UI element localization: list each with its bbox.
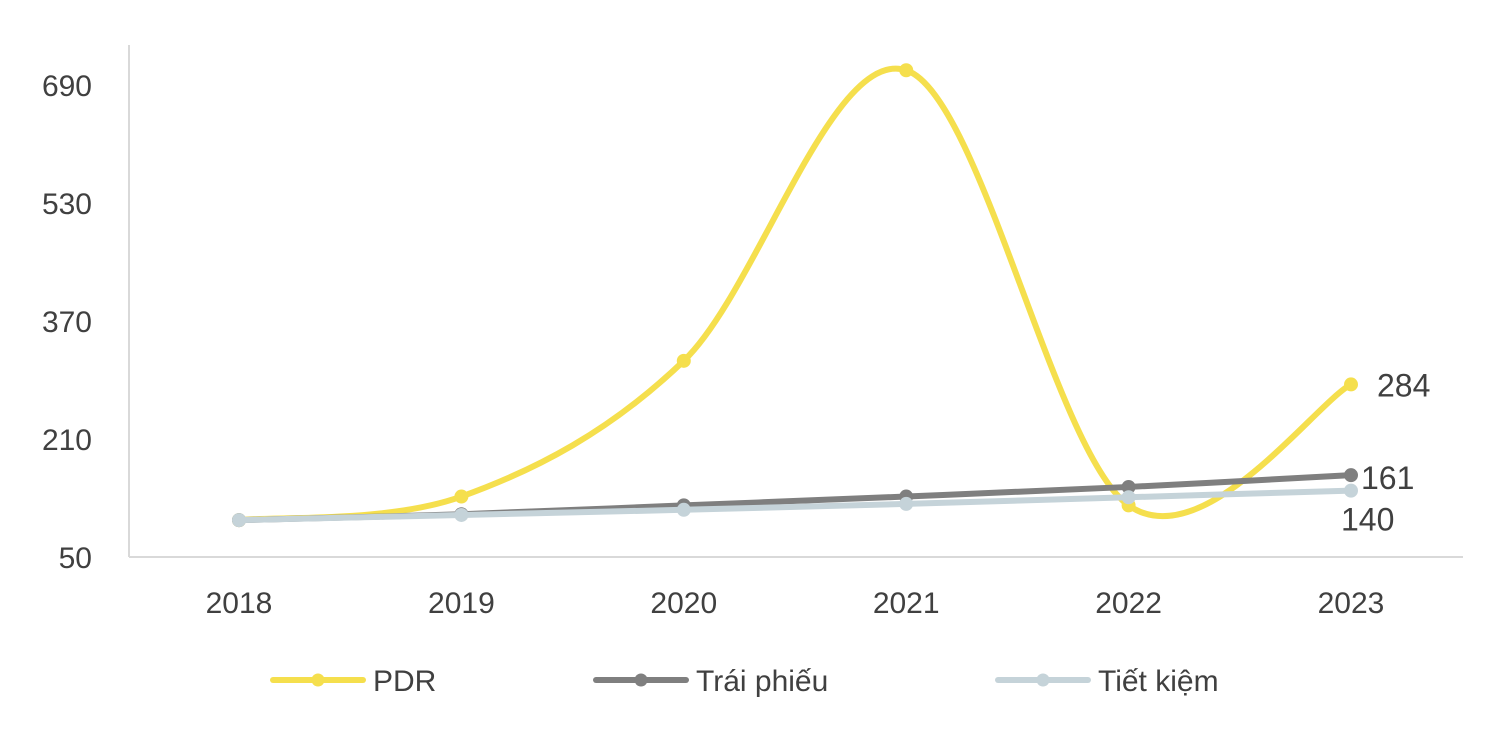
- legend-item: Tiết kiệm: [995, 665, 1219, 698]
- data-point: [232, 513, 246, 528]
- data-point: [899, 63, 914, 78]
- data-point: [1344, 468, 1358, 483]
- data-point: [676, 502, 691, 517]
- data-point: [1344, 483, 1358, 498]
- legend-item: Trái phiếu: [593, 665, 828, 698]
- series-line: [236, 487, 1354, 524]
- data-point: [676, 353, 691, 368]
- data-point: [454, 489, 469, 504]
- y-tick-label: 210: [42, 424, 92, 457]
- data-point: [899, 496, 914, 511]
- legend-swatch-marker: [1036, 673, 1050, 687]
- x-tick-label: 2023: [1318, 587, 1385, 620]
- data-labels: 284 161 140: [1341, 367, 1430, 537]
- legend: PDR Trái phiếu Tiết kiệm: [270, 665, 1219, 698]
- x-tick-label: 2018: [206, 587, 273, 620]
- series-layer: [232, 63, 1358, 528]
- legend-label: PDR: [373, 665, 436, 698]
- x-tick-label: 2019: [428, 587, 495, 620]
- y-tick-label: 370: [42, 306, 92, 339]
- data-point: [1121, 490, 1136, 505]
- data-label: 140: [1341, 502, 1394, 538]
- legend-swatch-marker: [311, 673, 325, 687]
- data-point: [1344, 377, 1358, 392]
- axes: 50 210 370 530 690 2018 2019 2020 2021 2022 2023: [42, 45, 1463, 620]
- x-tick-label: 2021: [873, 587, 940, 620]
- y-tick-label: 530: [42, 188, 92, 221]
- data-label: 284: [1377, 367, 1430, 403]
- series-tiết-kiệm: [232, 483, 1358, 528]
- y-tick-label: 690: [42, 70, 92, 103]
- legend-label: Tiết kiệm: [1098, 665, 1219, 698]
- data-label: 161: [1361, 460, 1414, 496]
- y-tick-label: 50: [59, 542, 92, 575]
- legend-label: Trái phiếu: [696, 665, 828, 698]
- legend-item: PDR: [270, 665, 436, 698]
- data-point: [454, 507, 469, 522]
- x-tick-label: 2022: [1095, 587, 1162, 620]
- series-pdr: [232, 63, 1358, 528]
- series-line: [236, 65, 1354, 524]
- x-tick-label: 2020: [650, 587, 717, 620]
- legend-swatch-marker: [634, 673, 648, 687]
